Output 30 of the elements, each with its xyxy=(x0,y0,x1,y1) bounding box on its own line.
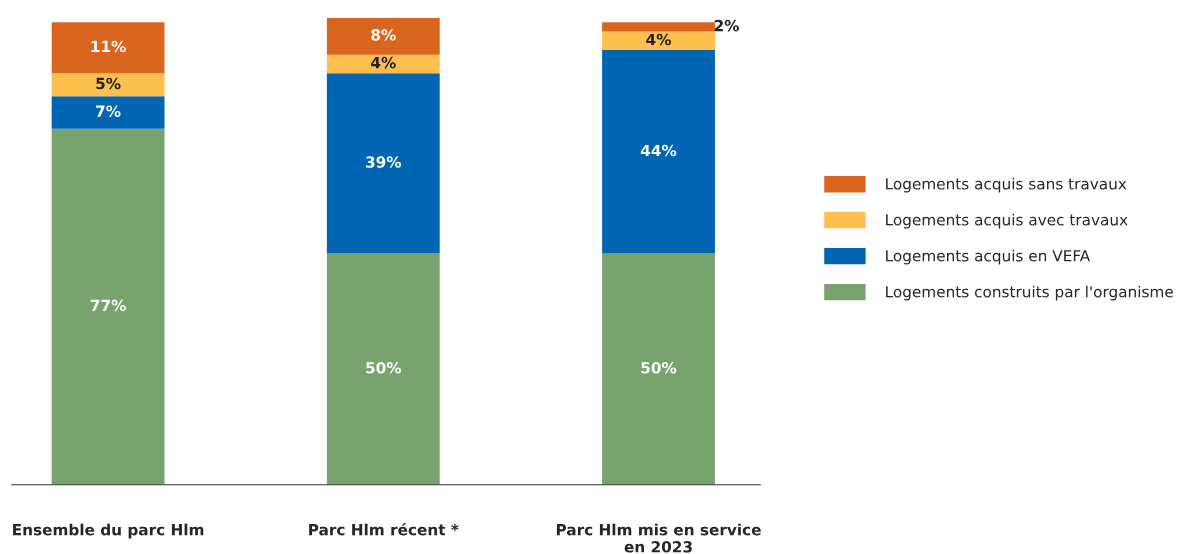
data-label: 4% xyxy=(371,56,396,69)
data-label: 39% xyxy=(366,156,402,168)
x-tick-label: Parc Hlm récent * xyxy=(309,523,459,536)
bar xyxy=(51,73,165,97)
bar xyxy=(602,253,715,485)
data-label: 5% xyxy=(96,77,121,90)
bar xyxy=(51,96,165,129)
bar xyxy=(326,253,440,485)
data-label: 50% xyxy=(366,362,402,374)
bar xyxy=(326,17,440,55)
data-label: 8% xyxy=(371,29,396,41)
bar xyxy=(602,31,715,51)
bar xyxy=(326,73,440,254)
data-label: 77% xyxy=(90,299,126,312)
data-label: 50% xyxy=(641,362,677,374)
data-label: 44% xyxy=(640,144,677,157)
bar xyxy=(326,54,440,74)
data-label: 7% xyxy=(96,105,121,117)
bar xyxy=(51,22,165,74)
bar xyxy=(51,128,165,485)
bar xyxy=(602,50,715,254)
x-tick-label: Parc Hlm mis en service en 2023 xyxy=(556,523,761,553)
legend-label: Logements construits par l'organisme xyxy=(886,285,1173,301)
x-tick-label: Ensemble du parc Hlm xyxy=(13,523,204,539)
legend-label: Logements acquis avec travaux xyxy=(886,213,1128,229)
legend-label: Logements acquis sans travaux xyxy=(886,177,1127,193)
bar xyxy=(602,22,715,32)
data-label: 11% xyxy=(91,40,126,53)
data-label: 4% xyxy=(646,33,671,46)
legend-label: Logements acquis en VEFA xyxy=(886,249,1091,265)
